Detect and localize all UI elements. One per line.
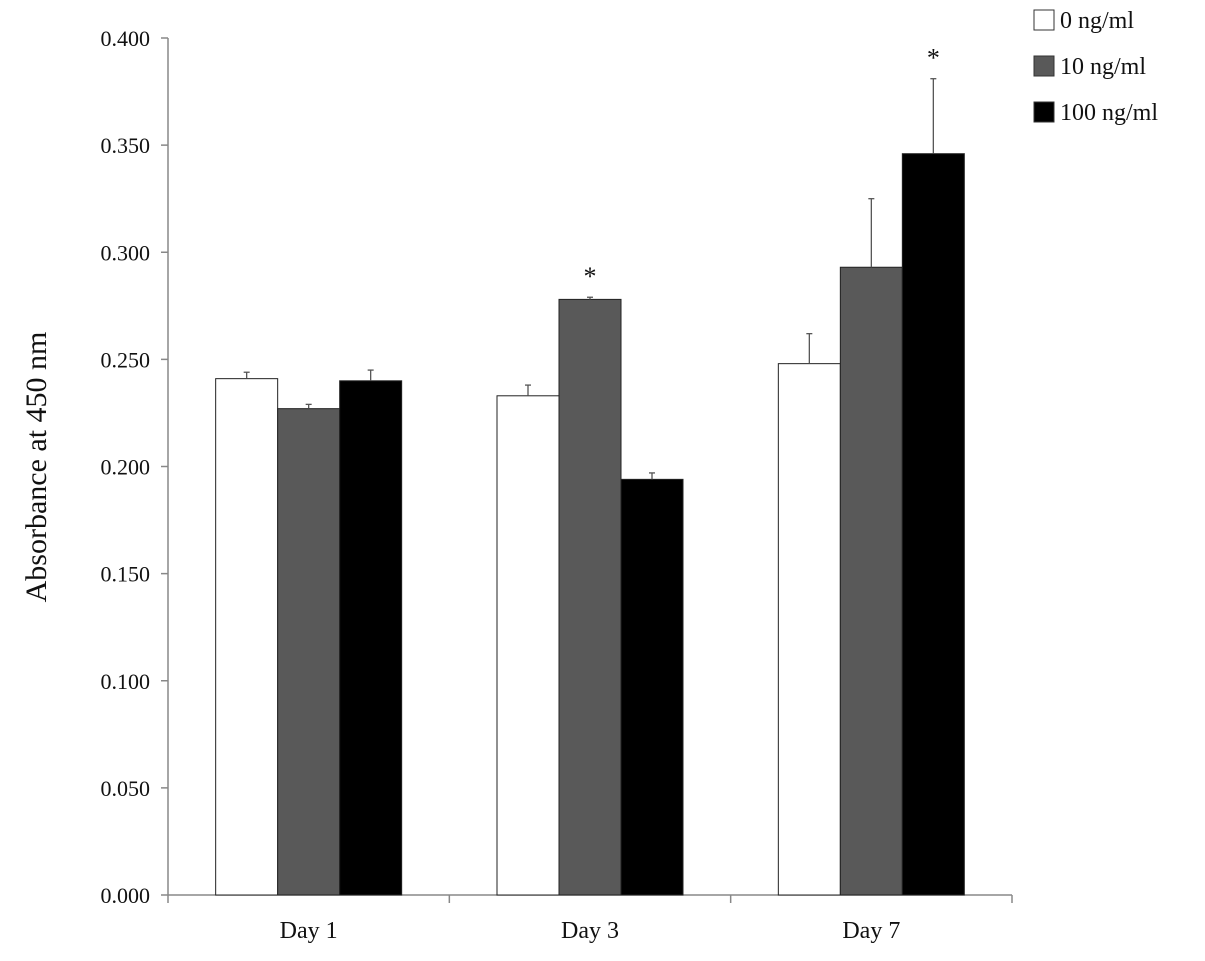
legend-swatch bbox=[1033, 101, 1055, 123]
y-tick-label: 0.150 bbox=[101, 562, 151, 587]
legend-label: 10 ng/ml bbox=[1060, 54, 1146, 80]
bar-0-ng-ml-day-1 bbox=[215, 378, 279, 896]
legend-swatch bbox=[1033, 9, 1055, 31]
bar-10-ng-ml-day-3 bbox=[558, 298, 622, 896]
bar-100-ng-ml-day-3 bbox=[620, 478, 684, 896]
legend-label: 0 ng/ml bbox=[1060, 8, 1134, 34]
y-tick-label: 0.050 bbox=[101, 776, 151, 801]
y-axis-label: Absorbance at 450 nm bbox=[20, 332, 53, 603]
bar-10-ng-ml-day-1 bbox=[277, 408, 341, 896]
y-tick-label: 0.400 bbox=[101, 26, 151, 51]
bar-0-ng-ml-day-7 bbox=[777, 363, 841, 896]
bars: ** bbox=[215, 44, 965, 896]
x-tick-label: Day 7 bbox=[842, 918, 900, 944]
legend: 0 ng/ml 10 ng/ml 100 ng/ml bbox=[1033, 8, 1158, 126]
y-tick-label: 0.350 bbox=[101, 133, 151, 158]
y-tick-label: 0.100 bbox=[101, 669, 151, 694]
x-tick-label: Day 1 bbox=[280, 918, 338, 944]
x-axis: Day 1 Day 3 Day 7 bbox=[167, 894, 1013, 944]
legend-swatch bbox=[1033, 55, 1055, 77]
significance-marker: * bbox=[927, 44, 940, 73]
bar-100-ng-ml-day-1 bbox=[339, 380, 403, 896]
y-tick-label: 0.000 bbox=[101, 883, 151, 908]
y-axis: 0.000 0.050 0.100 0.150 0.200 0.250 0.300 0.350… bbox=[101, 26, 169, 908]
legend-label: 100 ng/ml bbox=[1060, 100, 1158, 126]
y-tick-label: 0.200 bbox=[101, 455, 151, 480]
bar-10-ng-ml-day-7 bbox=[839, 266, 903, 896]
significance-marker: * bbox=[584, 262, 597, 291]
y-tick-label: 0.300 bbox=[101, 240, 151, 265]
x-tick-label: Day 3 bbox=[561, 918, 619, 944]
bar-100-ng-ml-day-7 bbox=[901, 153, 965, 896]
bar-0-ng-ml-day-3 bbox=[496, 395, 560, 896]
y-tick-label: 0.250 bbox=[101, 347, 151, 372]
